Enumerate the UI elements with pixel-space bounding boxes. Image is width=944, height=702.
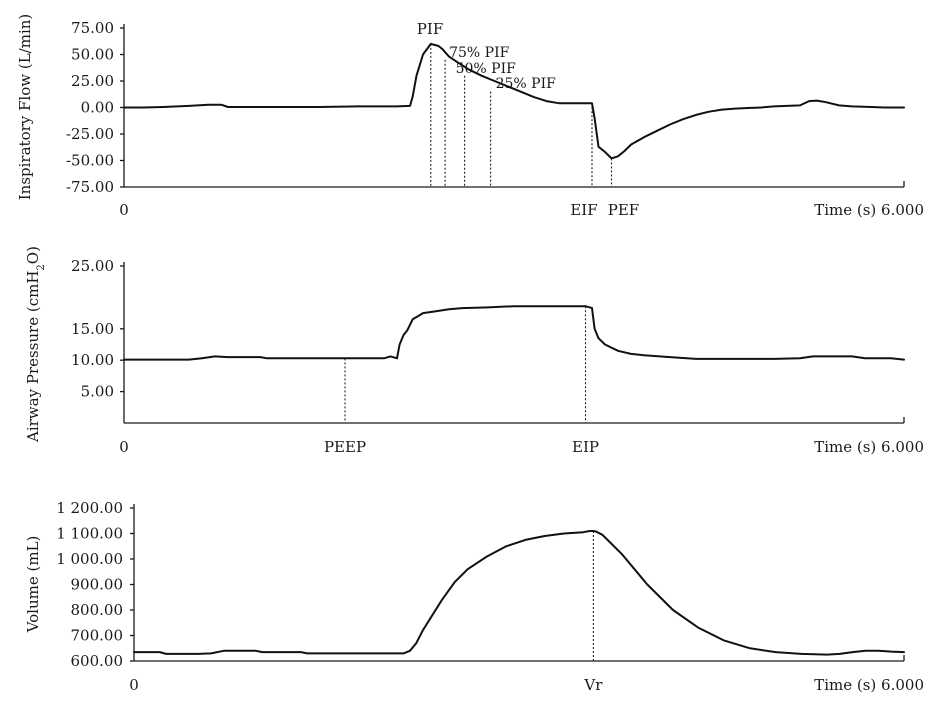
y-tick-label: 15.00 <box>71 320 114 338</box>
y-axis-label: Volume (mL) <box>24 536 42 634</box>
y-tick-label: 1 100.00 <box>56 525 123 543</box>
annotation-label-eif: EIF <box>570 201 597 219</box>
x-start-label: 0 <box>129 676 139 694</box>
x-axis-label: Time (s) 6.000 <box>814 438 924 456</box>
x-start-label: 0 <box>119 438 129 456</box>
chart-volume: 1 200.00 1 100.00 1 000.00 900.00 800.00 700.… <box>24 499 924 694</box>
annotation-label-peep: PEEP <box>324 438 366 456</box>
series-line-volume <box>133 530 905 656</box>
y-tick-label: 75.00 <box>71 19 114 37</box>
series-line-flow <box>123 42 905 160</box>
y-axis-label: Inspiratory Flow (L/min) <box>16 14 34 201</box>
series-line-pressure <box>123 305 905 361</box>
x-axis-label: Time (s) 6.000 <box>814 676 924 694</box>
annotation-label-vr: Vr <box>583 676 603 694</box>
y-tick-label: 25.00 <box>71 72 114 90</box>
y-tick-label: 0.00 <box>81 99 114 117</box>
y-tick-label: 25.00 <box>71 257 114 275</box>
annotation-label-50-pif: 50% PIF <box>456 61 517 77</box>
y-tick-label: 1 000.00 <box>56 550 123 568</box>
y-tick-label: 5.00 <box>81 383 114 401</box>
y-tick-label: 800.00 <box>71 601 124 619</box>
y-tick-label: -50.00 <box>66 152 114 170</box>
chart-flow: 75.00 50.00 25.00 0.00 -25.00 -50.00 -75.00 Ins… <box>16 14 924 219</box>
y-tick-label: 10.00 <box>71 351 114 369</box>
annotation-label-75-pif: 75% PIF <box>449 45 510 61</box>
y-tick-label: -25.00 <box>66 125 114 143</box>
annotation-label-25-pif: 25% PIF <box>496 76 557 92</box>
annotation-label-eip: EIP <box>572 438 599 456</box>
y-axis-label: Airway Pressure (cmH2O) <box>24 246 47 443</box>
annotation-label-pef: PEF <box>608 201 639 219</box>
x-start-label: 0 <box>119 201 129 219</box>
x-axis-label: Time (s) 6.000 <box>814 201 924 219</box>
y-tick-label: 700.00 <box>71 627 124 645</box>
y-tick-label: -75.00 <box>66 178 114 196</box>
y-tick-label: 900.00 <box>71 576 124 594</box>
y-tick-label: 600.00 <box>71 652 124 670</box>
y-tick-label: 1 200.00 <box>56 499 123 517</box>
annotation-label-pif: PIF <box>417 20 443 38</box>
y-tick-label: 50.00 <box>71 46 114 64</box>
chart-pressure: 25.00 15.00 10.00 5.00 Airway Pressure (cmH2… <box>24 246 924 456</box>
